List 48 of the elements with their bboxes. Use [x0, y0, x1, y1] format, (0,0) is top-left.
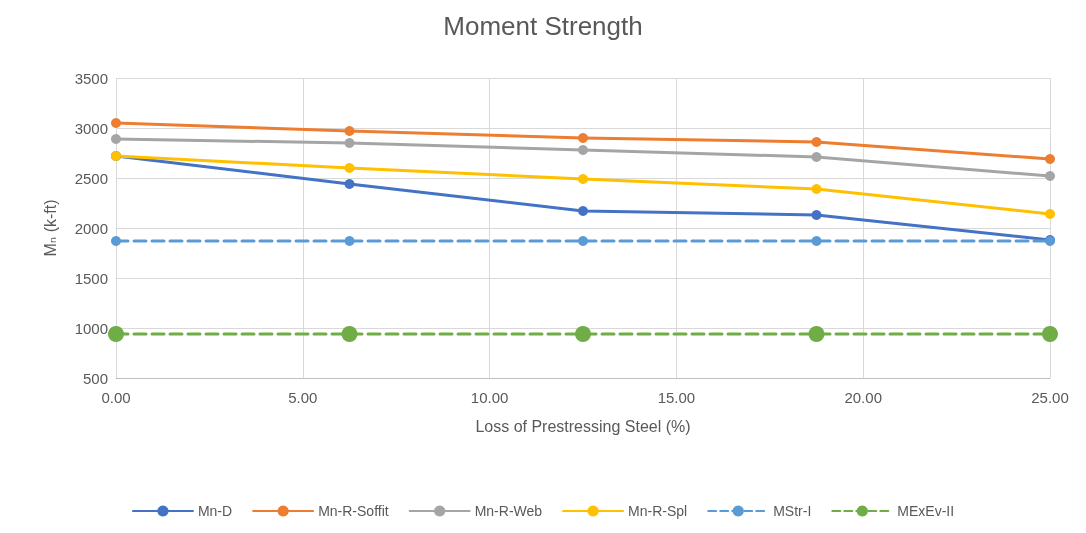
- x-tick-label: 5.00: [288, 389, 318, 406]
- legend-label: Mn-R-Soffit: [318, 503, 389, 519]
- point: [1045, 209, 1055, 219]
- point: [1045, 154, 1055, 164]
- y-tick-label: 2500: [74, 169, 108, 187]
- legend-label: Mn-R-Web: [474, 503, 543, 519]
- point: [578, 145, 588, 155]
- point: [108, 326, 124, 342]
- point: [578, 206, 588, 216]
- point: [578, 133, 588, 143]
- legend-label: Mn-D: [197, 503, 233, 519]
- y-tick-label: 500: [82, 369, 108, 387]
- chart-title: Moment Strength: [443, 11, 643, 41]
- point: [1045, 171, 1055, 181]
- x-tick-label: 25.00: [1031, 389, 1069, 406]
- y-tick-label: 2000: [74, 219, 108, 237]
- x-tick-label: 10.00: [470, 389, 509, 406]
- point: [111, 134, 121, 144]
- point: [344, 138, 355, 148]
- y-axis-title: Mₙ (k-ft): [41, 199, 59, 257]
- point: [578, 174, 588, 184]
- x-axis-title: Loss of Prestressing Steel (%): [475, 417, 691, 435]
- point: [341, 326, 358, 342]
- x-tick-label: 15.00: [657, 389, 696, 406]
- y-tick-label: 3500: [74, 69, 108, 87]
- y-tick-label: 1000: [74, 319, 108, 337]
- point: [811, 152, 822, 162]
- legend-label: Mn-R-Spl: [628, 503, 688, 519]
- point: [811, 184, 822, 194]
- legend-label: MStr-I: [773, 503, 812, 519]
- point: [111, 118, 121, 128]
- point: [344, 126, 355, 136]
- point: [111, 236, 121, 246]
- x-tick-label: 20.00: [844, 389, 882, 406]
- point: [575, 326, 591, 342]
- point: [344, 179, 355, 189]
- point: [811, 210, 822, 220]
- legend-label: MExEv-II: [897, 503, 955, 519]
- point: [811, 236, 822, 246]
- point: [578, 236, 588, 246]
- point: [344, 163, 355, 173]
- point: [811, 137, 822, 147]
- y-tick-label: 1500: [74, 269, 108, 287]
- x-tick-label: 0.00: [101, 389, 131, 406]
- point: [1042, 326, 1058, 342]
- point: [344, 236, 355, 246]
- point: [808, 326, 825, 342]
- y-tick-label: 3000: [74, 119, 108, 137]
